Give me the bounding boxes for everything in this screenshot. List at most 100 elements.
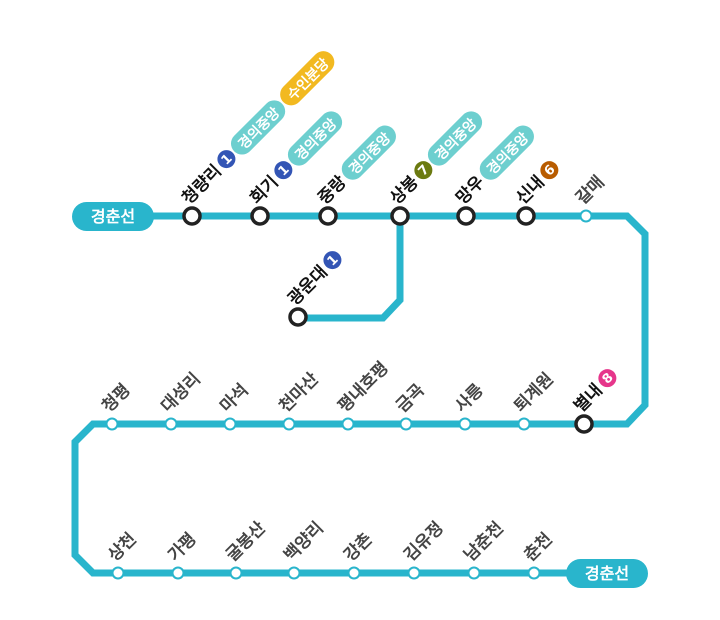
transfer-station-marker[interactable] <box>516 206 536 226</box>
transfer-line-1-badge: 1 <box>323 251 342 269</box>
transfer-line-suin-badge: 수인분당 <box>280 51 335 106</box>
station-label-group: 별내8 <box>570 369 617 417</box>
main-line-track <box>71 212 649 577</box>
station-name: 상봉 <box>386 172 423 209</box>
station-김유정[interactable]: 김유정 <box>400 518 448 580</box>
transfer-line-gyeongui-badge: 경의중앙 <box>427 111 483 166</box>
end-terminal-label: 경춘선 <box>585 564 629 583</box>
station-대성리[interactable]: 대성리 <box>157 369 205 431</box>
branch-line-track <box>298 216 404 322</box>
station-label-group: 춘천 <box>520 529 556 565</box>
transfer-line-gyeongui-badge: 경의중앙 <box>287 111 343 166</box>
station-name: 상천 <box>104 529 140 565</box>
station-name: 별내 <box>570 380 606 416</box>
station-name: 대성리 <box>157 369 204 416</box>
station-name: 굴봉산 <box>222 518 270 566</box>
station-marker[interactable] <box>229 566 243 580</box>
station-label-group: 천마산 <box>275 369 323 417</box>
transfer-line-gyeongui-badge: 경의중앙 <box>479 125 534 180</box>
station-name: 강촌 <box>340 529 377 566</box>
station-label-group: 가평 <box>164 529 200 565</box>
station-name: 춘천 <box>520 529 556 565</box>
transfer-line-gyeongui-badge: 경의중앙 <box>341 125 396 180</box>
transfer-line-8-badge: 8 <box>598 369 617 387</box>
station-name: 퇴계원 <box>510 369 557 416</box>
station-marker[interactable] <box>223 417 237 431</box>
station-marker[interactable] <box>399 417 413 431</box>
station-name: 천마산 <box>275 369 323 417</box>
station-label-group: 금곡 <box>392 380 429 417</box>
start-terminal-label: 경춘선 <box>91 207 135 226</box>
station-label-group: 평내호평 <box>334 358 392 416</box>
station-marker[interactable] <box>467 566 481 580</box>
station-marker[interactable] <box>287 566 301 580</box>
transfer-line-1-badge: 1 <box>274 161 293 179</box>
station-marker[interactable] <box>111 566 125 580</box>
station-name: 회기 <box>246 172 282 208</box>
station-name: 금곡 <box>392 380 429 417</box>
transfer-station-marker[interactable] <box>182 206 202 226</box>
end-terminal-badge[interactable]: 경춘선 <box>566 559 648 588</box>
station-name: 청량리 <box>178 161 226 209</box>
transfer-station-marker[interactable] <box>318 206 338 226</box>
transfer-station-marker[interactable] <box>456 206 476 226</box>
station-marker[interactable] <box>517 417 531 431</box>
station-marker[interactable] <box>579 209 593 223</box>
station-label-group: 김유정 <box>400 518 447 565</box>
transfer-line-gyeongui-badge: 경의중앙 <box>230 100 286 155</box>
station-label-group: 굴봉산 <box>222 518 270 566</box>
station-name: 백양리 <box>280 518 327 565</box>
station-name: 중랑 <box>314 172 351 209</box>
station-굴봉산[interactable]: 굴봉산 <box>222 518 270 580</box>
station-label-group: 대성리 <box>157 369 204 416</box>
station-marker[interactable] <box>171 566 185 580</box>
station-label-group: 퇴계원 <box>510 369 557 416</box>
transfer-line-7-badge: 7 <box>414 161 433 179</box>
station-천마산[interactable]: 천마산 <box>275 369 323 431</box>
station-marker[interactable] <box>282 417 296 431</box>
transfer-line-6-badge: 6 <box>540 161 559 179</box>
station-name: 남춘천 <box>460 518 507 565</box>
station-name: 김유정 <box>400 518 447 565</box>
station-name: 마석 <box>216 380 252 416</box>
station-name: 청평 <box>98 380 135 417</box>
station-marker[interactable] <box>347 566 361 580</box>
transfer-station-marker[interactable] <box>390 206 410 226</box>
station-name: 사릉 <box>451 380 488 417</box>
station-label-group: 강촌 <box>340 529 377 566</box>
station-백양리[interactable]: 백양리 <box>280 518 328 580</box>
station-name: 평내호평 <box>334 358 392 416</box>
transfer-line-1-badge: 1 <box>217 150 236 168</box>
transfer-station-marker[interactable] <box>574 414 594 434</box>
station-marker[interactable] <box>407 566 421 580</box>
station-marker[interactable] <box>458 417 472 431</box>
station-평내호평[interactable]: 평내호평 <box>334 358 393 431</box>
station-marker[interactable] <box>341 417 355 431</box>
station-name: 광운대 <box>284 262 331 309</box>
station-name: 가평 <box>164 529 200 565</box>
station-label-group: 남춘천 <box>460 518 507 565</box>
station-label-group: 청평 <box>98 380 135 417</box>
station-남춘천[interactable]: 남춘천 <box>460 518 508 580</box>
station-label-group: 마석 <box>216 380 252 416</box>
station-name: 망우 <box>452 172 489 209</box>
start-terminal-badge[interactable]: 경춘선 <box>72 202 154 231</box>
station-marker[interactable] <box>105 417 119 431</box>
station-name: 신내 <box>512 172 548 208</box>
station-label-group: 신내6 <box>512 161 559 209</box>
station-label-group: 사릉 <box>451 380 488 417</box>
station-marker[interactable] <box>527 566 541 580</box>
station-label-group: 상천 <box>104 529 140 565</box>
station-name: 갈매 <box>572 172 608 208</box>
station-퇴계원[interactable]: 퇴계원 <box>510 369 558 431</box>
station-label-group: 백양리 <box>280 518 327 565</box>
station-marker[interactable] <box>164 417 178 431</box>
transfer-station-marker[interactable] <box>288 307 308 327</box>
station-label-group: 갈매 <box>572 172 608 208</box>
transfer-station-marker[interactable] <box>250 206 270 226</box>
